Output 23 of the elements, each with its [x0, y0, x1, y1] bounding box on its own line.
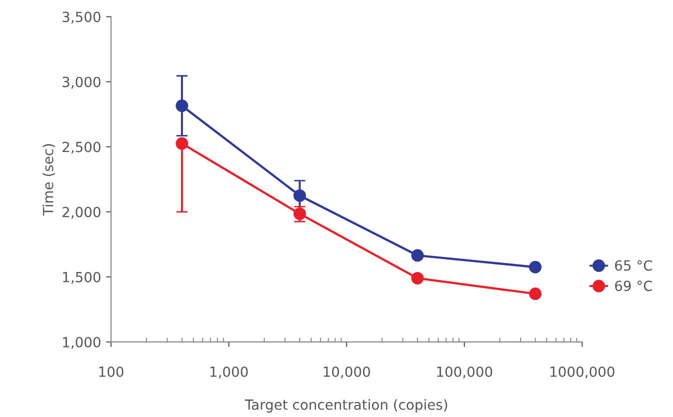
legend-label: 65 °C [615, 260, 652, 271]
x-tick-label: 1,000 [210, 366, 248, 378]
x-tick-label: 100 [99, 366, 124, 377]
x-axis-title: Target concentration (copies) [244, 399, 448, 413]
point [176, 100, 188, 112]
point [529, 260, 542, 274]
y-tick-label: 1,000 [63, 336, 100, 349]
y-tick-label: 2,500 [62, 142, 100, 154]
y-tick-label: 3,000 [62, 76, 100, 89]
x-tick-label: 100,000 [437, 366, 492, 378]
legend-label: 69 °C [615, 280, 652, 292]
y-tick-label: 3,500 [62, 12, 100, 24]
x-tick-label: 1000,000 [550, 366, 614, 378]
y-tick-label: 2,000 [62, 206, 100, 219]
point [411, 249, 424, 262]
point [411, 272, 424, 284]
point [529, 288, 542, 300]
x-tick-label: 10,000 [324, 366, 370, 378]
y-axis-title: Time (sec) [42, 144, 55, 216]
y-tick-label: 1,500 [63, 272, 100, 284]
point [176, 137, 188, 150]
point [293, 189, 306, 202]
point [293, 208, 306, 220]
